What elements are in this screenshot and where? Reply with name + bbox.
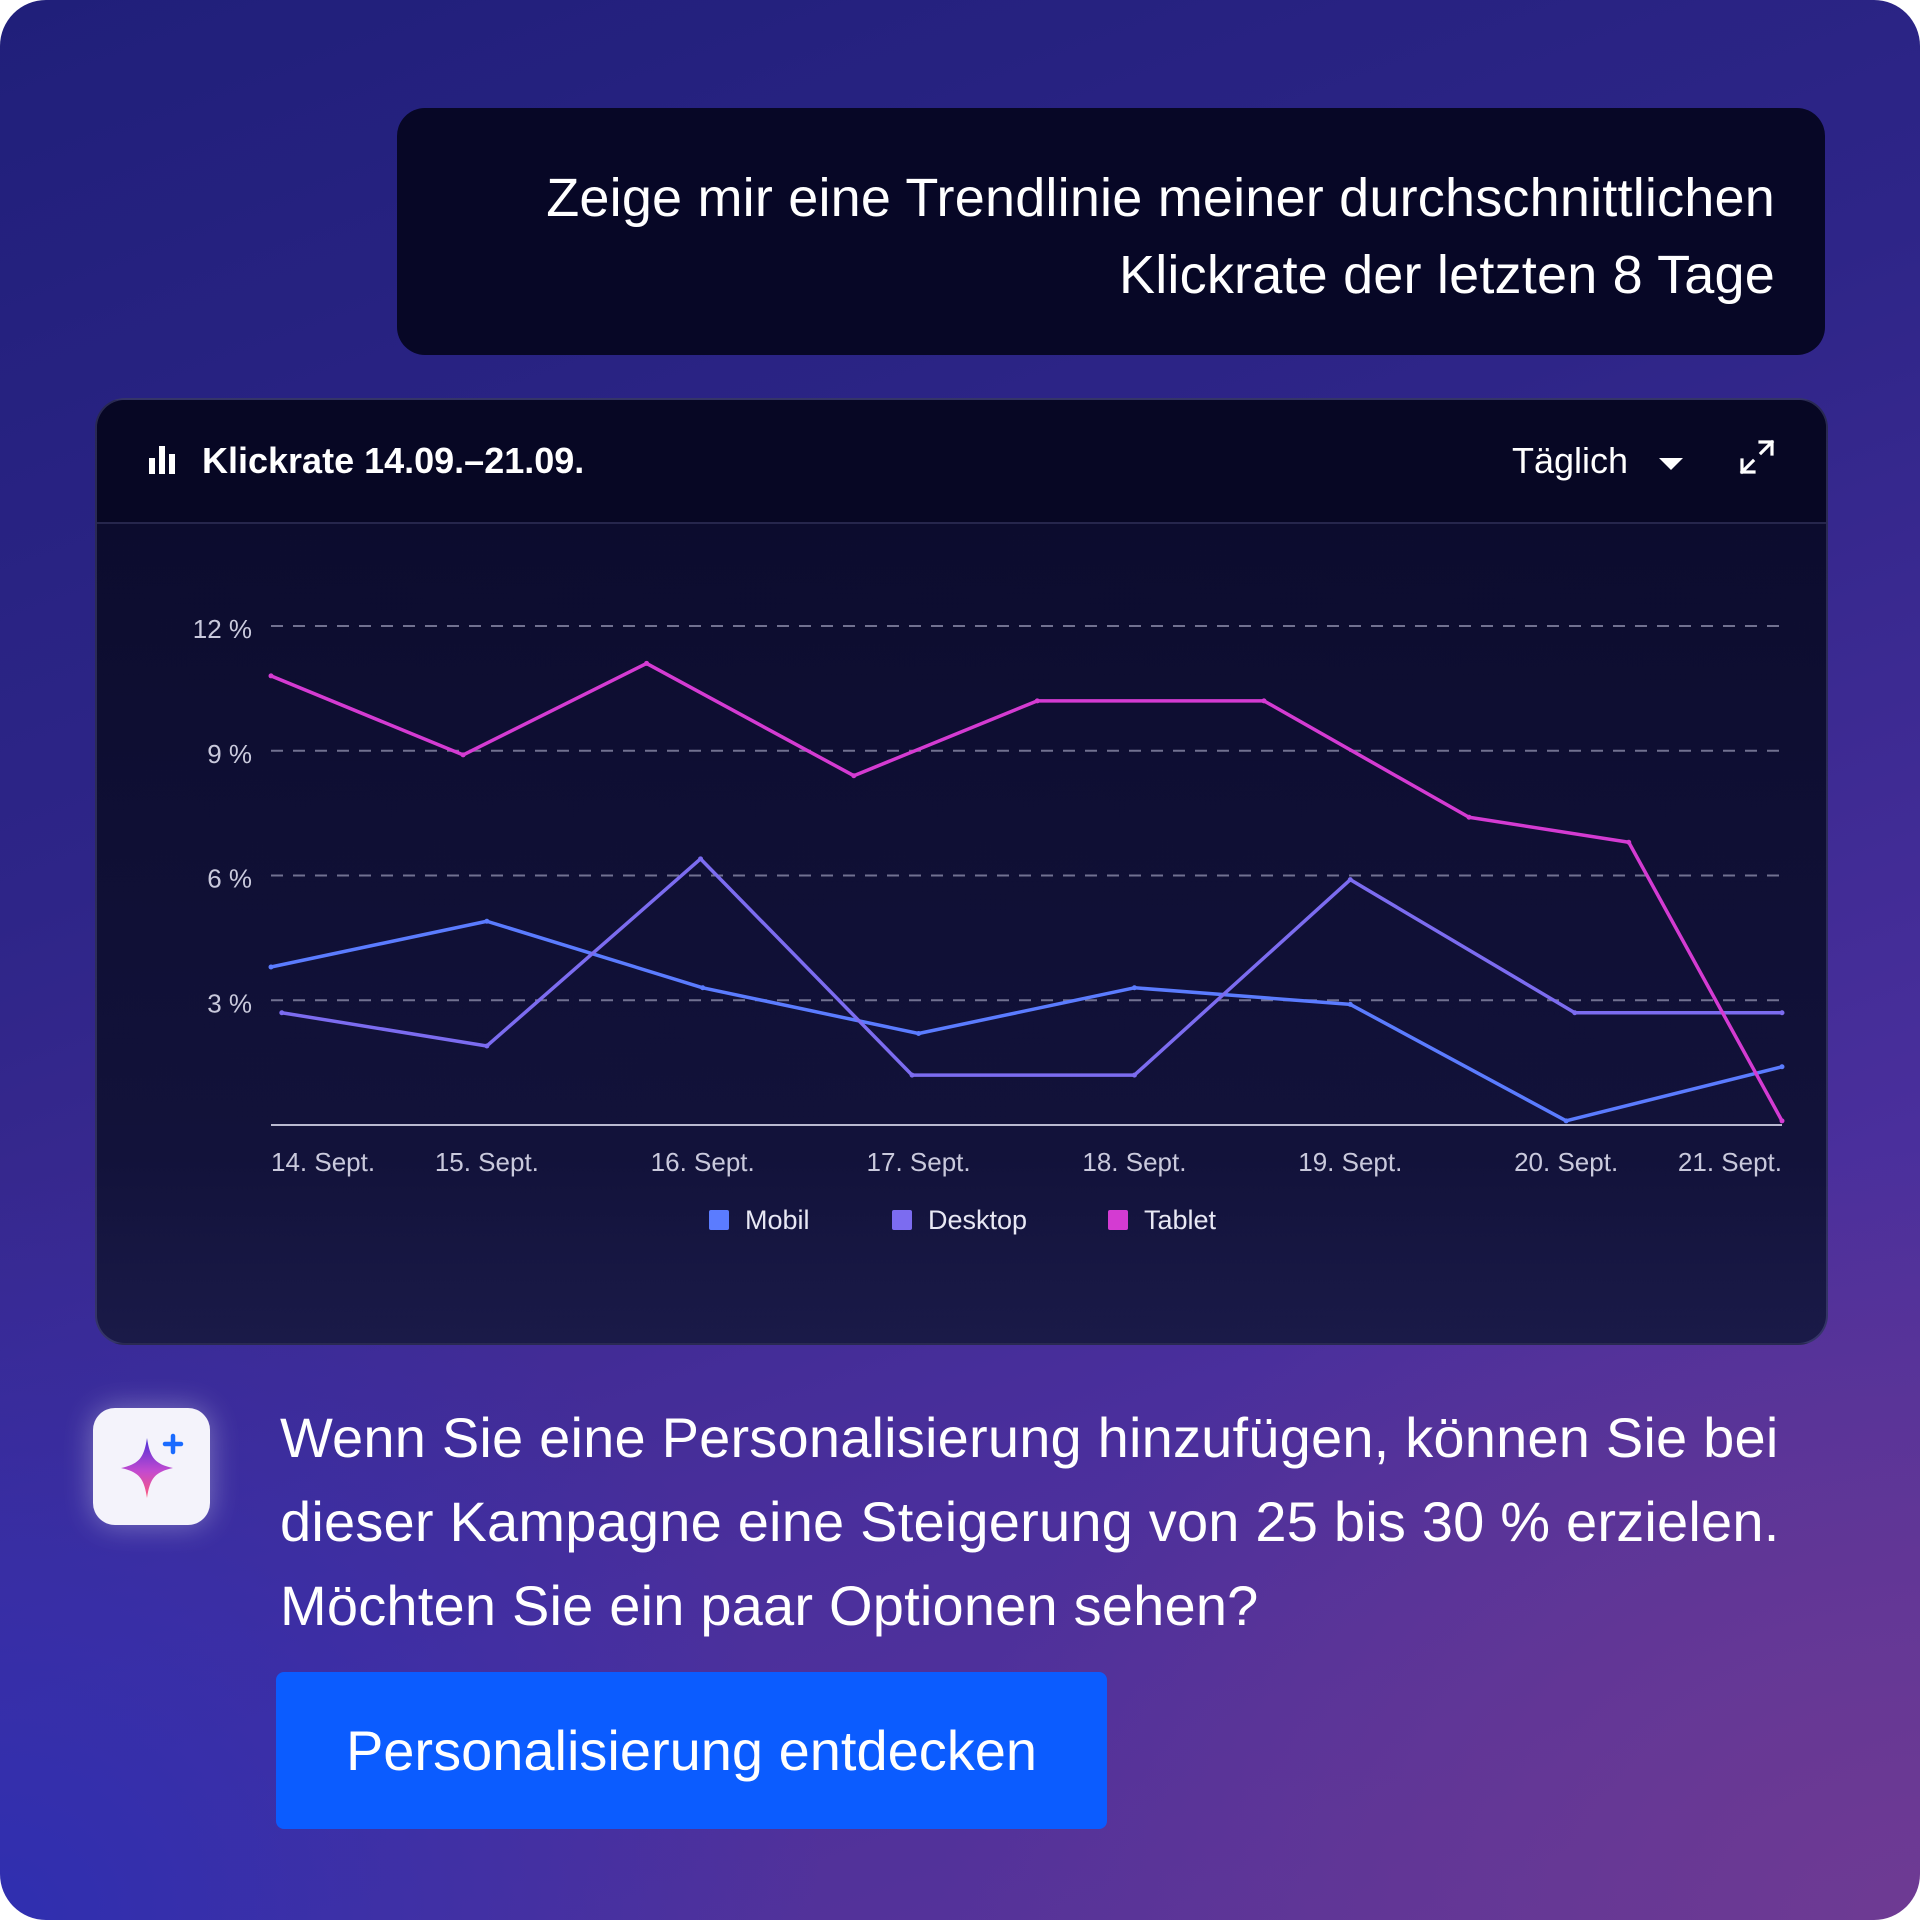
legend-swatch-desktop	[892, 1210, 912, 1230]
data-point-tablet	[268, 673, 274, 679]
x-tick-label: 17. Sept.	[867, 1147, 971, 1177]
data-point-mobil	[1347, 1001, 1353, 1007]
y-tick-label: 6 %	[207, 864, 252, 894]
assistant-message: Wenn Sie eine Personalisierung hinzufüge…	[280, 1406, 1780, 1637]
data-point-mobil	[1131, 985, 1137, 991]
data-point-mobil	[1779, 1064, 1785, 1070]
data-point-mobil	[1563, 1118, 1569, 1124]
y-tick-label: 12 %	[193, 614, 252, 644]
data-point-tablet	[460, 752, 466, 758]
line-chart: 3 % 6 % 9 % 12 % 14. Sept. 15. Sept. 16. Sept.…	[193, 614, 1785, 1235]
prompt-line-1: Zeige mir eine Trendlinie meiner durchsc…	[546, 168, 1775, 228]
y-tick-label: 3 %	[207, 988, 252, 1018]
data-point-tablet	[1626, 839, 1632, 845]
x-tick-label: 16. Sept.	[651, 1147, 755, 1177]
x-tick-label: 15. Sept.	[435, 1147, 539, 1177]
y-tick-label: 9 %	[207, 739, 252, 769]
period-dropdown-label: Täglich	[1512, 440, 1629, 481]
user-prompt-bubble: Zeige mir eine Trendlinie meiner durchsc…	[397, 108, 1825, 355]
x-tick-label: 18. Sept.	[1082, 1147, 1186, 1177]
sparkle-icon	[121, 1433, 184, 1498]
data-point-mobil	[700, 985, 706, 991]
data-point-tablet	[1779, 1118, 1785, 1124]
data-point-desktop	[1131, 1072, 1137, 1078]
data-point-tablet	[644, 660, 650, 666]
series-line-desktop	[281, 857, 1782, 1077]
data-point-tablet	[1034, 698, 1040, 704]
series-line-mobil	[270, 919, 1783, 1123]
explore-personalization-button[interactable]: Personalisierung entdecken	[276, 1672, 1107, 1829]
x-tick-label: 21. Sept.	[1678, 1147, 1782, 1177]
data-point-desktop	[698, 856, 704, 862]
data-point-tablet	[1466, 814, 1472, 820]
chart-card: Klickrate 14.09.–21.09. Täglich 3 % 6 % 9 …	[95, 398, 1828, 1345]
data-point-desktop	[484, 1043, 490, 1049]
data-point-desktop	[1347, 877, 1353, 883]
series-line-tablet	[270, 661, 1784, 1122]
prompt-line-2: Klickrate der letzten 8 Tage	[1119, 245, 1775, 305]
data-point-mobil	[484, 918, 490, 924]
chart-header: Klickrate 14.09.–21.09. Täglich	[97, 400, 1826, 524]
x-tick-label: 19. Sept.	[1298, 1147, 1402, 1177]
assistant-badge	[93, 1408, 210, 1525]
expand-icon[interactable]	[1738, 438, 1776, 476]
data-point-desktop	[1779, 1010, 1785, 1016]
legend-swatch-tablet	[1108, 1210, 1128, 1230]
period-dropdown[interactable]: Täglich	[1512, 436, 1692, 486]
data-point-tablet	[1261, 698, 1267, 704]
chart-title: Klickrate 14.09.–21.09.	[202, 440, 585, 481]
legend-swatch-mobil	[709, 1210, 729, 1230]
bar-chart-icon	[149, 446, 175, 474]
data-point-mobil	[916, 1031, 922, 1037]
legend-label-desktop: Desktop	[928, 1205, 1027, 1235]
legend-label-mobil: Mobil	[745, 1205, 810, 1235]
legend-label-tablet: Tablet	[1144, 1205, 1217, 1235]
data-point-desktop	[909, 1072, 915, 1078]
x-tick-label: 14. Sept.	[271, 1147, 375, 1177]
x-tick-label: 20. Sept.	[1514, 1147, 1618, 1177]
data-point-desktop	[1572, 1010, 1578, 1016]
data-point-mobil	[268, 964, 274, 970]
chevron-down-icon[interactable]	[1657, 456, 1685, 472]
data-point-tablet	[851, 773, 857, 779]
data-point-desktop	[279, 1010, 285, 1016]
